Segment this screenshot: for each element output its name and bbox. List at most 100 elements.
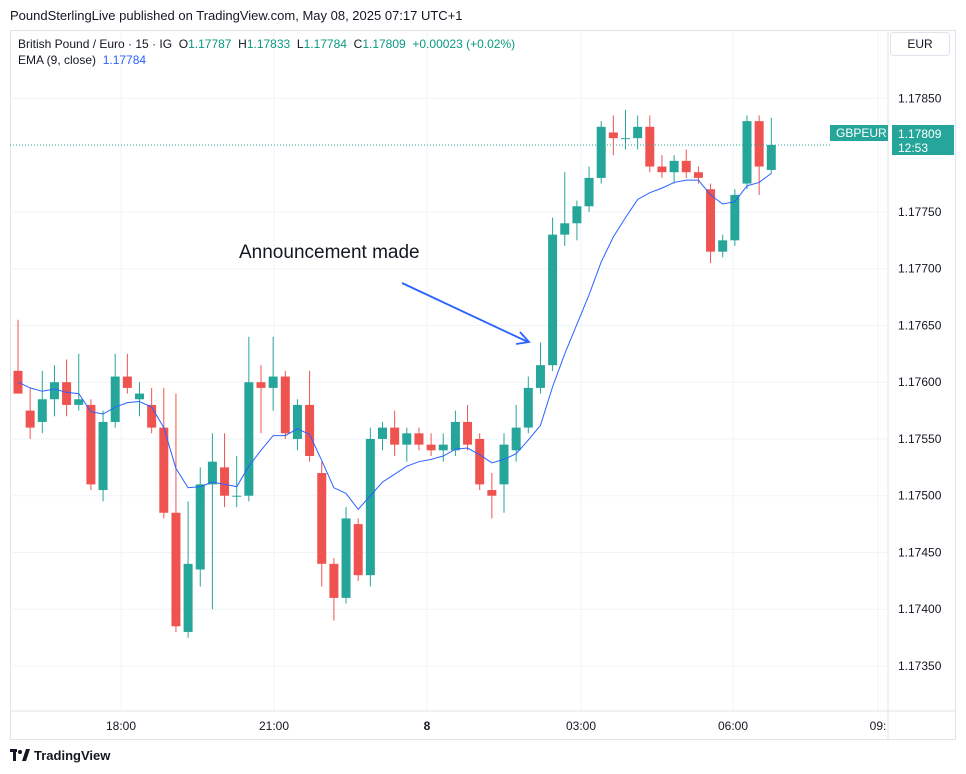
candle-body — [475, 438, 485, 485]
candle-body — [25, 410, 35, 428]
low-value: 1.17784 — [303, 37, 347, 51]
x-tick-label: 18:00 — [106, 719, 136, 733]
candle — [730, 189, 740, 246]
candle — [596, 121, 606, 184]
candle-body — [426, 444, 436, 451]
ema-value: 1.17784 — [102, 53, 147, 67]
candle-body — [523, 387, 533, 428]
candle — [220, 433, 230, 508]
candle — [195, 467, 205, 587]
candle-body — [621, 138, 630, 140]
candle — [669, 155, 679, 184]
candle-body — [292, 404, 302, 439]
high-value: 1.17833 — [246, 37, 291, 51]
candle — [49, 365, 59, 417]
candle-body — [171, 512, 181, 627]
annotation-text: Announcement made — [239, 242, 420, 263]
candle — [305, 370, 315, 462]
candle — [523, 376, 533, 434]
candle-body — [232, 495, 242, 497]
open-value: 1.17787 — [188, 37, 232, 51]
candle-body — [341, 518, 351, 598]
x-tick-label: 06:00 — [718, 719, 748, 733]
change-value: +0.00023 (+0.02%) — [412, 37, 516, 51]
ohlc-row: British Pound / Euro · 15 · IG O1.17787 … — [18, 37, 516, 51]
candle — [572, 200, 582, 241]
candle-body — [49, 382, 59, 400]
candle — [62, 359, 72, 417]
candle-body — [766, 144, 776, 170]
y-tick-label: 1.17750 — [898, 205, 942, 219]
y-tick-label: 1.17450 — [898, 545, 942, 559]
candle-body — [256, 382, 266, 388]
candle — [621, 109, 630, 150]
footer-brand: TradingView — [34, 748, 111, 763]
candle-body — [268, 376, 278, 388]
candle-body — [718, 240, 728, 252]
candle — [159, 387, 169, 519]
candle-body — [353, 524, 363, 576]
y-tick-label: 1.17700 — [898, 262, 942, 276]
candle-body — [681, 160, 691, 173]
ema-line — [17, 172, 772, 511]
candle — [122, 353, 132, 394]
candle-body — [754, 121, 764, 167]
candle-body — [280, 376, 290, 434]
candle — [110, 353, 120, 428]
candle-body — [560, 223, 570, 235]
chart-legend: British Pound / Euro · 15 · IG O1.17787 … — [18, 36, 515, 68]
candle-body — [365, 438, 375, 576]
candle — [511, 404, 521, 462]
candle-body — [584, 177, 594, 207]
y-tick-label: 1.17400 — [898, 602, 942, 616]
x-tick-label: 21:00 — [259, 719, 289, 733]
candle — [475, 433, 485, 491]
y-tick-label: 1.17650 — [898, 318, 942, 332]
x-tick-label: 09: — [870, 719, 887, 733]
price-tag-value: 1.17809 — [898, 127, 942, 141]
candle — [560, 172, 570, 246]
candle — [365, 427, 375, 587]
candle — [390, 410, 400, 456]
candle-body — [62, 382, 72, 405]
candle-body — [305, 404, 315, 456]
symbol-description: British Pound / Euro · 15 · IG — [18, 37, 173, 51]
candle-body — [572, 206, 582, 224]
candle-body — [244, 382, 254, 496]
y-axis: 1.17850 1.17750 1.17700 1.17650 1.17600 1.175… — [887, 31, 942, 740]
candle-body — [608, 132, 618, 139]
price-tag-countdown: 12:53 — [898, 141, 928, 155]
candle — [535, 342, 545, 394]
candle-body — [657, 166, 667, 173]
candle — [98, 410, 108, 502]
candle — [487, 473, 497, 519]
candle-body — [183, 563, 193, 632]
candle — [548, 217, 558, 371]
candle — [183, 501, 193, 638]
annotation-arrow — [401, 282, 531, 345]
candle — [171, 393, 181, 632]
candle-body — [535, 365, 545, 388]
candle — [633, 115, 643, 150]
candle-body — [548, 234, 558, 366]
x-tick-label: 03:00 — [566, 719, 596, 733]
candle — [86, 399, 96, 491]
candle-body — [633, 126, 643, 139]
candle — [256, 365, 266, 434]
x-tick-label: 8 — [424, 719, 431, 733]
currency-button[interactable]: EUR — [890, 32, 950, 56]
tradingview-footer[interactable]: TradingView — [10, 748, 110, 763]
candle — [341, 507, 351, 604]
candle — [317, 461, 327, 587]
candle-body — [463, 421, 473, 445]
ema-label: EMA (9, close) — [18, 53, 97, 67]
candle-body — [37, 399, 47, 422]
candle-body — [86, 404, 96, 485]
candle — [657, 155, 667, 178]
candle-body — [220, 467, 230, 496]
candle-body — [645, 126, 655, 167]
candle — [37, 370, 47, 434]
candle-body — [195, 484, 205, 570]
candle — [378, 421, 387, 451]
